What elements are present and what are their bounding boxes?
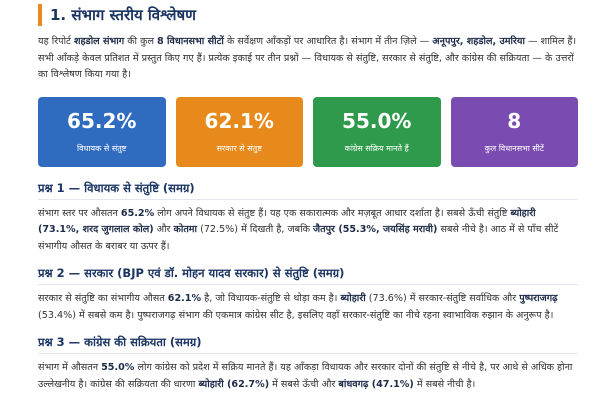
stat-value: 8 bbox=[507, 108, 522, 133]
bold-text: 55.0% bbox=[101, 362, 135, 373]
section-paragraph: संभाग में औसतन 55.0% लोग कांग्रेस को प्र… bbox=[38, 360, 578, 393]
bold-text: 8 विधानसभा सीटों bbox=[157, 36, 224, 47]
stat-card: 65.2% विधायक से संतुष्ट bbox=[38, 96, 166, 167]
section: प्रश्न 1 — विधायक से संतुष्टि (समग्र) संभ… bbox=[38, 181, 578, 256]
stat-value: 65.2% bbox=[67, 108, 137, 133]
bold-text: ब्योहारी (62.7%) bbox=[198, 378, 270, 390]
text: सरकार से संतुष्टि का संभागीय औसत bbox=[38, 293, 168, 304]
text: (53.4%) में सबसे कम है। पुष्पराजगढ़ संभा… bbox=[38, 309, 554, 321]
text: सबसे नीचे है। आठ में से पाँच सीटें संभाग… bbox=[38, 224, 559, 252]
section-heading: प्रश्न 2 — सरकार (BJP एवं डॉ. मोहन यादव … bbox=[38, 266, 578, 285]
text: और bbox=[153, 224, 174, 235]
text: संभाग स्तर पर औसतन bbox=[38, 207, 121, 219]
section-paragraph: संभाग स्तर पर औसतन 65.2% लोग अपने विधायक… bbox=[38, 206, 578, 256]
stat-card: 55.0% कांग्रेस सक्रिय मानते हैं bbox=[313, 96, 441, 167]
section-heading: प्रश्न 3 — कांग्रेस की सक्रियता (समग्र) bbox=[38, 335, 578, 354]
text: लोग अपने विधायक से संतुष्ट हैं। यह एक सक… bbox=[154, 207, 511, 219]
sections: प्रश्न 1 — विधायक से संतुष्टि (समग्र) संभ… bbox=[38, 181, 578, 394]
document: 1. संभाग स्तरीय विश्लेषण यह रिपोर्ट शहडो… bbox=[38, 4, 578, 394]
stat-card: 62.1% सरकार से संतुष्ट bbox=[175, 96, 303, 167]
bold-text: अनूपपुर, शहडोल, उमरिया bbox=[432, 36, 525, 47]
stat-value: 62.1% bbox=[204, 108, 274, 133]
text: यह रिपोर्ट bbox=[38, 36, 74, 47]
bold-text: ब्योहारी bbox=[340, 293, 366, 304]
section: प्रश्न 3 — कांग्रेस की सक्रियता (समग्र) स… bbox=[38, 335, 578, 393]
text: (73.6%) में सरकार-संतुष्टि सर्वाधिक और bbox=[365, 293, 520, 304]
text: के सर्वेक्षण आँकड़ों पर आधारित है। संभाग… bbox=[223, 36, 433, 47]
stat-value: 55.0% bbox=[342, 108, 412, 133]
text: (72.5%) में दिखती है, जबकि bbox=[197, 224, 314, 235]
bold-text: बांधवगढ़ (47.1%) bbox=[338, 378, 414, 390]
stat-label: विधायक से संतुष्ट bbox=[77, 143, 127, 153]
intro-paragraph: यह रिपोर्ट शहडोल संभाग की कुल 8 विधानसभा… bbox=[38, 34, 578, 84]
bold-text: 62.1% bbox=[167, 293, 202, 304]
text: — शामिल हैं। सभी आँकड़े केवल प्रतिशत में… bbox=[38, 36, 577, 80]
bold-text: ब्योहारी (73.1%, शरद जुगलाल कोल) bbox=[38, 207, 536, 236]
text: है, जो विधायक-संतुष्टि से थोड़ा कम है। bbox=[201, 293, 341, 304]
bold-text: शहडोल संभाग bbox=[73, 36, 125, 47]
bold-text: कोतमा bbox=[173, 224, 198, 235]
text: में सबसे नीची है। bbox=[413, 378, 476, 390]
bold-text: पुष्पराजगढ़ bbox=[519, 293, 558, 304]
title: 1. संभाग स्तरीय विश्लेषण bbox=[38, 4, 578, 26]
text: संभाग में औसतन bbox=[38, 362, 102, 373]
section-paragraph: सरकार से संतुष्टि का संभागीय औसत 62.1% ह… bbox=[38, 291, 578, 324]
stat-cards: 65.2% विधायक से संतुष्ट 62.1% सरकार से संतु… bbox=[38, 96, 578, 167]
bold-text: 65.2% bbox=[120, 207, 155, 219]
text: की कुल bbox=[124, 36, 158, 47]
bold-text: जैतपुर (55.3%, जयसिंह मरावी) bbox=[313, 224, 438, 235]
text: में सबसे ऊँची और bbox=[269, 378, 339, 390]
stat-label: कुल विधानसभा सीटें bbox=[484, 143, 544, 153]
section-heading: प्रश्न 1 — विधायक से संतुष्टि (समग्र) bbox=[38, 181, 578, 200]
text: लोग कांग्रेस को प्रदेश में सक्रिय मानते … bbox=[38, 362, 573, 390]
stat-label: सरकार से संतुष्ट bbox=[216, 143, 262, 153]
section: प्रश्न 2 — सरकार (BJP एवं डॉ. मोहन यादव … bbox=[38, 266, 578, 324]
stat-card: 8 कुल विधानसभा सीटें bbox=[450, 96, 578, 167]
stat-label: कांग्रेस सक्रिय मानते हैं bbox=[344, 143, 409, 153]
